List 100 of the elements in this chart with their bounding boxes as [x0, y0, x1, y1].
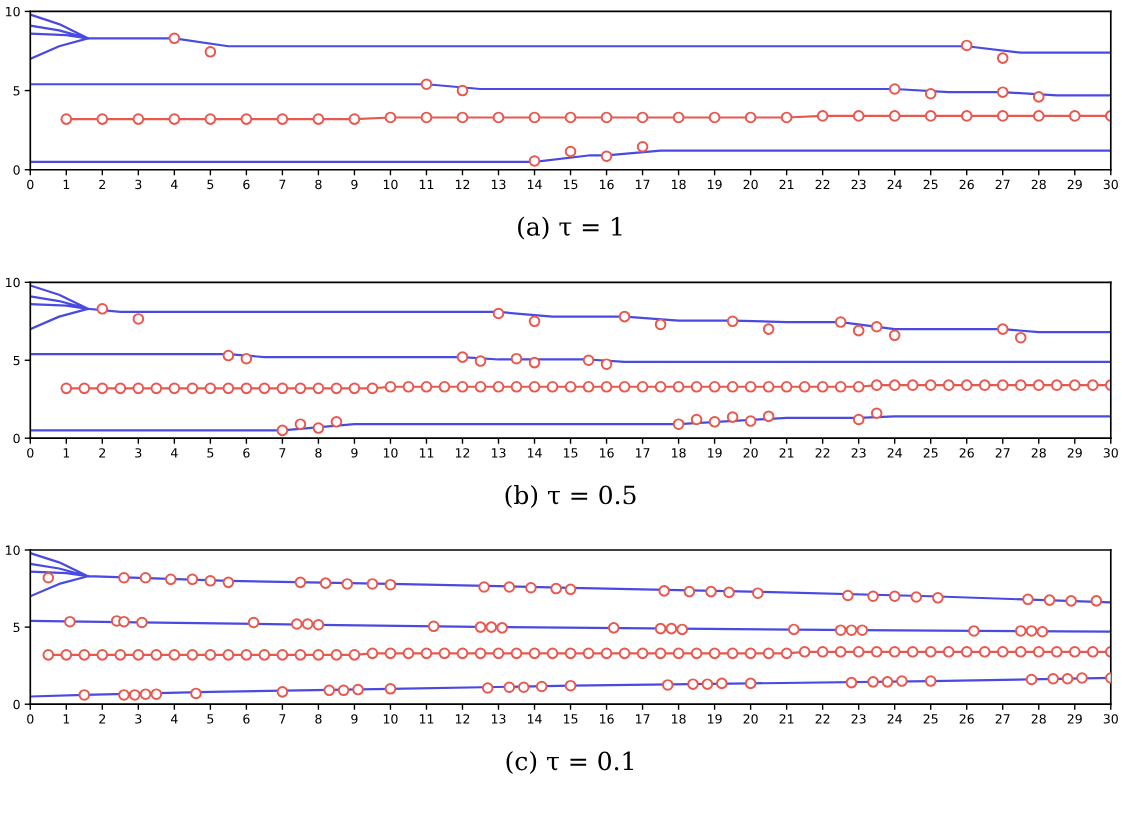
point — [924, 87, 937, 100]
point — [366, 382, 379, 395]
point — [132, 313, 145, 325]
point — [276, 382, 289, 395]
point — [456, 351, 469, 363]
point — [348, 382, 361, 395]
point — [564, 380, 577, 393]
point — [924, 110, 937, 122]
point — [852, 380, 865, 393]
point — [474, 380, 487, 393]
point — [258, 382, 271, 395]
point — [528, 155, 541, 167]
point — [582, 354, 595, 367]
point — [960, 39, 973, 52]
point — [438, 380, 451, 393]
point — [492, 380, 505, 393]
point — [996, 110, 1009, 122]
x-axis-title: (a) τ = 1 — [518, 216, 622, 240]
point — [942, 379, 955, 392]
point — [1032, 110, 1045, 122]
point — [888, 110, 901, 122]
point — [672, 418, 685, 430]
point — [528, 315, 541, 328]
point — [582, 380, 595, 393]
point — [996, 52, 1009, 64]
point — [996, 379, 1009, 392]
point — [240, 382, 253, 395]
point — [852, 413, 865, 426]
point — [636, 111, 649, 124]
point — [708, 380, 721, 393]
point — [510, 380, 523, 393]
point — [708, 111, 721, 124]
point — [1032, 379, 1045, 392]
point — [1068, 379, 1081, 392]
point — [726, 380, 739, 393]
point — [888, 329, 901, 342]
point — [600, 358, 613, 370]
point — [888, 83, 901, 95]
point — [384, 111, 397, 124]
point — [978, 379, 991, 392]
point — [132, 113, 145, 125]
point — [780, 380, 793, 393]
point — [672, 111, 685, 124]
point — [456, 84, 469, 97]
point — [528, 111, 541, 124]
point — [168, 382, 181, 395]
point — [402, 380, 415, 393]
point — [168, 113, 181, 125]
point — [600, 380, 613, 393]
point — [384, 380, 397, 393]
point — [852, 110, 865, 122]
point — [96, 382, 109, 395]
point — [330, 416, 343, 428]
point — [420, 380, 433, 393]
point — [294, 418, 307, 430]
point — [816, 380, 829, 393]
point — [744, 415, 757, 427]
point — [1086, 379, 1099, 392]
point — [546, 380, 559, 393]
point — [744, 380, 757, 393]
x-axis-title: (c) τ = 0.1 — [506, 751, 633, 774]
point — [780, 111, 793, 124]
point — [528, 380, 541, 393]
point — [96, 113, 109, 125]
point — [870, 320, 883, 333]
point — [834, 316, 847, 328]
point — [222, 349, 235, 362]
point — [600, 150, 613, 163]
point — [492, 307, 505, 320]
point — [816, 110, 829, 122]
point — [276, 113, 289, 125]
point — [222, 382, 235, 395]
point — [240, 352, 253, 365]
point — [204, 46, 217, 58]
point — [1032, 91, 1045, 103]
point — [510, 352, 523, 365]
point — [294, 382, 307, 395]
point — [96, 303, 109, 315]
point — [924, 379, 937, 392]
point — [240, 113, 253, 125]
point — [762, 323, 775, 335]
point — [564, 145, 577, 158]
point — [150, 382, 163, 395]
point — [870, 379, 883, 392]
point — [960, 110, 973, 122]
point — [60, 382, 73, 395]
point — [726, 411, 739, 423]
point — [906, 379, 919, 392]
point — [420, 78, 433, 91]
point — [456, 111, 469, 124]
point — [276, 424, 289, 437]
point — [960, 379, 973, 392]
point — [636, 140, 649, 153]
point — [474, 355, 487, 367]
point — [834, 380, 847, 393]
point — [168, 32, 181, 45]
point — [348, 113, 361, 125]
point — [528, 356, 541, 369]
point — [618, 310, 631, 323]
point — [312, 113, 325, 125]
